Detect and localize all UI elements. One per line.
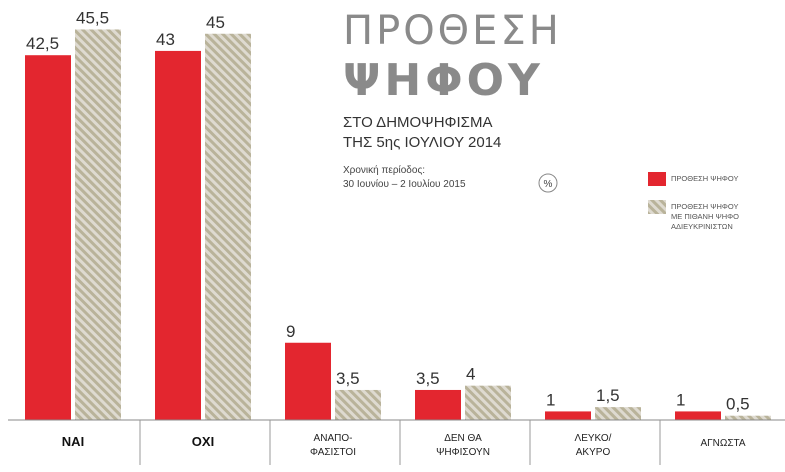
legend-label-1-2: ΑΔΙΕΥΚΡΙΝΙΣΤΩΝ — [671, 222, 733, 231]
bar-2-series-1 — [335, 389, 381, 420]
category-label-3-1: ΨΗΦΙΣΟΥΝ — [436, 447, 490, 458]
category-label-0-0: ΝΑΙ — [62, 434, 84, 449]
legend-swatch-1 — [648, 200, 666, 214]
category-label-4-0: ΛΕΥΚΟ/ — [575, 433, 612, 444]
bar-1-series-0 — [155, 50, 201, 421]
category-label-2-0: ΑΝΑΠΟ- — [314, 433, 353, 444]
value-label-2-1: 3,5 — [336, 369, 360, 388]
unit-badge — [538, 173, 558, 193]
category-label-3-0: ΔΕΝ ΘΑ — [444, 433, 482, 444]
bar-4-series-0 — [545, 411, 591, 420]
period-label: Χρονική περίοδος: — [343, 164, 425, 176]
value-label-5-1: 0,5 — [726, 395, 750, 414]
legend-swatch-0 — [648, 172, 666, 186]
value-label-0-0: 42,5 — [26, 34, 59, 53]
period-dates: 30 Ιουνίου – 2 Ιουλίου 2015 — [343, 178, 466, 190]
x-axis: ΝΑΙ ΟΧΙ ΑΝΑΠΟ- ΦΑΣΙΣΤΟΙ ΔΕΝ ΘΑ ΨΗΦΙΣΟΥΝ ΛΕΥΚΟ/… — [8, 419, 785, 465]
value-label-1-1: 45 — [206, 13, 225, 32]
category-label-2-1: ΦΑΣΙΣΤΟΙ — [310, 447, 356, 458]
value-label-2-0: 9 — [286, 322, 295, 341]
value-label-4-0: 1 — [546, 390, 555, 409]
legend-label-0-0: ΠΡΟΘΕΣΗ ΨΗΦΟΥ — [671, 174, 739, 183]
bar-5-series-0 — [675, 411, 721, 420]
value-label-3-0: 3,5 — [416, 369, 440, 388]
chart-title-line2: ΨΗΦΟΥ — [343, 55, 544, 106]
category-label-1-0: ΟΧΙ — [192, 434, 214, 449]
subtitle-line1: ΣΤΟ ΔΗΜΟΨΗΦΙΣΜΑ — [343, 114, 492, 131]
bar-3-series-1 — [465, 385, 511, 420]
bar-0-series-1 — [75, 29, 121, 420]
legend-label-1-0: ΠΡΟΘΕΣΗ ΨΗΦΟΥ — [671, 202, 739, 211]
chart-title-line1: ΠΡΟΘΕΣΗ — [343, 8, 562, 54]
value-label-1-0: 43 — [156, 30, 175, 49]
value-label-4-1: 1,5 — [596, 386, 620, 405]
value-label-3-1: 4 — [466, 365, 475, 384]
bar-1-series-1 — [205, 33, 251, 420]
unit-badge-text: % — [544, 179, 553, 190]
bar-2-series-0 — [285, 342, 331, 420]
bar-3-series-0 — [415, 389, 461, 420]
bar-5-series-1 — [725, 415, 771, 420]
category-label-4-1: ΑΚΥΡΟ — [576, 447, 611, 458]
bar-4-series-1 — [595, 407, 641, 420]
value-label-0-1: 45,5 — [76, 8, 109, 27]
subtitle-line2: ΤΗΣ 5ης ΙΟΥΛΙΟΥ 2014 — [343, 134, 501, 151]
bar-0-series-0 — [25, 55, 71, 420]
bars: 42,5 45,5 43 45 9 3,5 3,5 4 1 1,5 1 0,5 — [25, 8, 771, 421]
category-label-5-0: ΑΓΝΩΣΤΑ — [700, 438, 745, 449]
legend-label-1-1: ΜΕ ΠΙΘΑΝΗ ΨΗΦΟ — [671, 212, 739, 221]
value-label-5-0: 1 — [676, 390, 685, 409]
